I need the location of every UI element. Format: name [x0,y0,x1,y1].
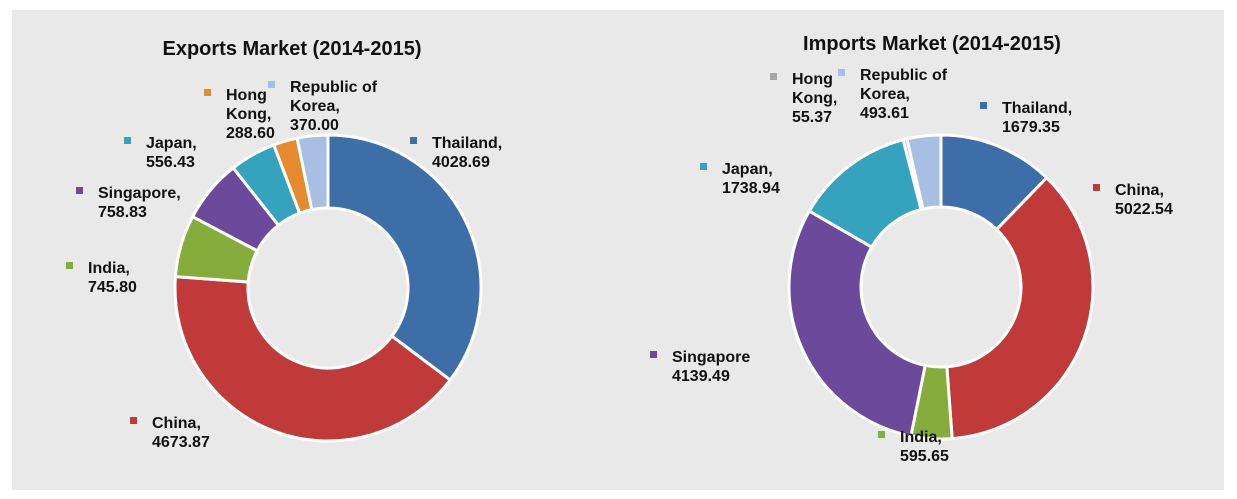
slice-singapore [787,208,927,438]
label-singapore: Singapore 4139.49 [650,349,750,385]
legend-marker [124,137,131,144]
data-label: Republic of Korea, 370.00 [290,79,378,134]
label-republic-of-korea: Republic of Korea, 493.61 [838,67,948,122]
slice-china [945,175,1095,441]
data-label: Singapore 4139.49 [672,349,750,385]
data-label: Hong Kong, 288.60 [226,87,275,142]
chart-title: Imports Market (2014-2015) [803,33,1061,55]
donut-charts: Exports Market (2014-2015) Thailand, 4028.… [66,33,1173,465]
legend-marker [130,417,137,424]
data-label: Republic of Korea, 493.61 [860,67,948,122]
label-china: China, 4673.87 [130,415,210,451]
legend-marker [838,69,845,76]
donut-chart-2: Imports Market (2014-2015) Thailand, 1679.… [650,33,1173,465]
label-hong-kong: Hong Kong, 288.60 [204,87,275,142]
label-hong-kong: Hong Kong, 55.37 [770,71,837,126]
label-thailand: Thailand, 1679.35 [980,100,1072,136]
legend-marker [700,163,707,170]
chart-title: Exports Market (2014-2015) [162,38,421,60]
legend-marker [650,351,657,358]
data-label: Thailand, 1679.35 [1002,100,1072,136]
label-china: China, 5022.54 [1093,182,1173,218]
legend-marker [980,102,987,109]
data-label: Japan, 556.43 [146,135,197,171]
data-label: China, 4673.87 [152,415,210,451]
data-label: India, 745.80 [88,260,137,296]
label-singapore: Singapore, 758.83 [76,185,181,221]
data-label: Japan, 1738.94 [722,161,780,197]
legend-marker [76,187,83,194]
label-republic-of-korea: Republic of Korea, 370.00 [268,79,378,134]
data-label: China, 5022.54 [1115,182,1173,218]
figure-panel: Exports Market (2014-2015) Thailand, 4028.… [12,10,1224,490]
slice-republic-of-korea [295,133,330,212]
label-thailand: Thailand, 4028.69 [410,135,502,171]
legend-marker [66,262,73,269]
slice-china [173,274,453,443]
data-label: Singapore, 758.83 [98,185,181,221]
label-india: India, 595.65 [878,429,949,465]
label-japan: Japan, 1738.94 [700,161,780,197]
data-label: Thailand, 4028.69 [432,135,502,171]
legend-marker [878,431,885,438]
slice-republic-of-korea [905,133,943,211]
legend-marker [204,89,211,96]
slice-thailand [326,133,483,383]
data-label: Hong Kong, 55.37 [792,71,837,126]
label-india: India, 745.80 [66,260,137,296]
legend-marker [410,137,417,144]
donut-chart-1: Exports Market (2014-2015) Thailand, 4028.… [66,38,502,451]
label-japan: Japan, 556.43 [124,135,197,171]
legend-marker [1093,184,1100,191]
data-label: India, 595.65 [900,429,949,465]
legend-marker [770,73,777,80]
legend-marker [268,81,275,88]
